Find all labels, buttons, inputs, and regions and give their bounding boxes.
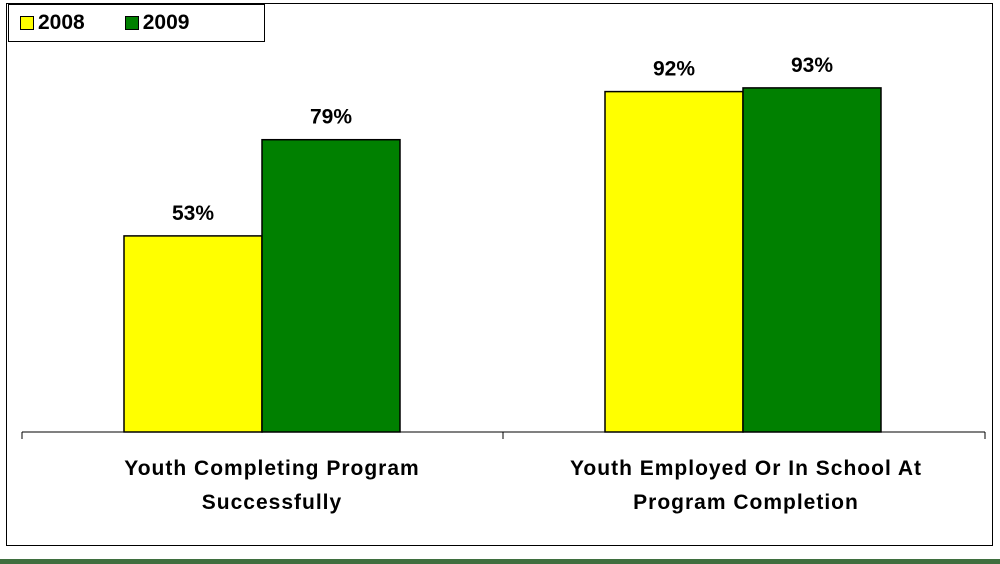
category-label-line: Youth Completing Program — [124, 457, 420, 480]
bar-2009-0 — [261, 138, 401, 433]
data-label-2008-1: 92% — [653, 58, 695, 81]
category-label-line: Youth Employed Or In School At — [569, 457, 922, 480]
legend: 2008 2009 — [8, 4, 265, 42]
legend-label-2009: 2009 — [142, 11, 190, 34]
category-label-line: Program Completion — [633, 491, 859, 514]
category-label-completing: Youth Completing Program Successfully — [52, 452, 492, 520]
data-label-2009-1: 93% — [791, 54, 833, 77]
bar-2008-1 — [604, 90, 744, 433]
legend-swatch-2009 — [124, 16, 139, 30]
category-label-line: Successfully — [201, 491, 343, 514]
bar-2009-1 — [742, 87, 882, 433]
category-label-employed: Youth Employed Or In School At Program C… — [526, 452, 966, 520]
legend-swatch-2008 — [20, 16, 34, 30]
legend-item-2008: 2008 — [20, 11, 85, 35]
bottom-strip — [0, 559, 1000, 564]
bar-2008-0 — [123, 235, 263, 433]
legend-item-2009: 2009 — [124, 11, 190, 35]
legend-label-2008: 2008 — [38, 11, 85, 34]
data-label-2009-0: 79% — [310, 106, 352, 129]
data-label-2008-0: 53% — [172, 202, 214, 225]
